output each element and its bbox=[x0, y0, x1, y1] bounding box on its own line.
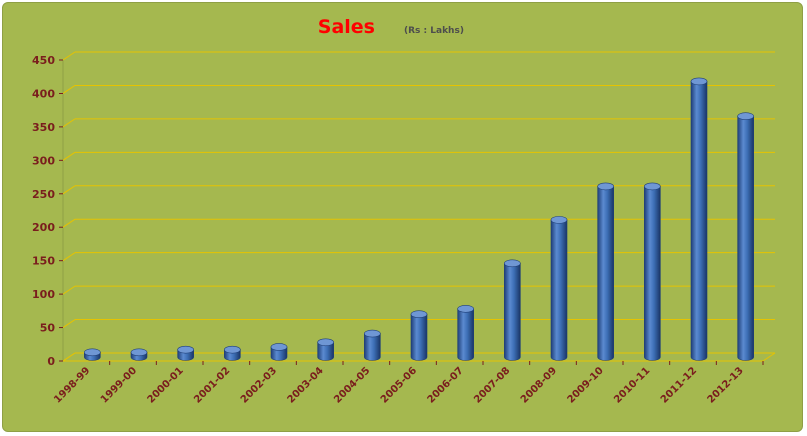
bar-body bbox=[737, 115, 754, 361]
x-tick-label: 2002-03 bbox=[239, 365, 279, 405]
bar-2000-01 bbox=[177, 345, 194, 361]
y-tick-label: 100 bbox=[32, 288, 55, 301]
x-tick-label: 2004-05 bbox=[332, 365, 372, 405]
bar-top bbox=[410, 310, 428, 318]
y-tick-label: 400 bbox=[32, 87, 55, 100]
bar-body bbox=[597, 186, 614, 361]
sales-bar-chart: Sales (Rs : Lakhs) 0 50 100 150 200 250 300 350… bbox=[32, 16, 776, 406]
y-tick-label: 250 bbox=[32, 188, 55, 201]
y-tick-label: 200 bbox=[32, 221, 55, 234]
bar-top bbox=[550, 216, 568, 224]
bar-2009-10 bbox=[597, 182, 614, 361]
gridline-side bbox=[62, 51, 76, 61]
bar-body bbox=[317, 341, 334, 361]
gridline-side bbox=[62, 151, 76, 161]
bar-top bbox=[644, 182, 661, 191]
bar-body bbox=[690, 81, 708, 361]
bar-top bbox=[130, 348, 148, 357]
bar-top bbox=[317, 338, 334, 347]
gridline-side bbox=[62, 352, 76, 362]
chart-title: Sales bbox=[318, 16, 375, 38]
y-tick-label: 300 bbox=[32, 154, 55, 167]
x-tick-label: 2003-04 bbox=[286, 365, 326, 405]
floor-right-edge bbox=[762, 352, 776, 362]
bar-body bbox=[410, 313, 428, 361]
gridline-side bbox=[62, 252, 76, 262]
bars bbox=[84, 77, 754, 361]
x-tick-label: 2005-06 bbox=[379, 365, 419, 405]
bar-body bbox=[550, 219, 568, 361]
bar-top bbox=[364, 329, 381, 338]
x-tick-label: 2012-13 bbox=[706, 365, 746, 405]
bar-top bbox=[84, 348, 101, 357]
x-tick-label: 2009-10 bbox=[566, 365, 606, 405]
bar-top bbox=[504, 259, 521, 268]
bar-top bbox=[177, 345, 194, 354]
bar-2002-03 bbox=[270, 343, 288, 361]
gridline-side bbox=[62, 319, 76, 328]
bar-2003-04 bbox=[317, 338, 334, 361]
x-tick-label: 1999-00 bbox=[99, 365, 139, 405]
chart-frame: Sales (Rs : Lakhs) 0 50 100 150 200 250 300 350… bbox=[2, 2, 803, 432]
bar-2010-11 bbox=[644, 182, 661, 361]
bar-2011-12 bbox=[690, 77, 708, 361]
bar-2008-09 bbox=[550, 216, 568, 361]
bar-2004-05 bbox=[364, 329, 381, 361]
bar-2005-06 bbox=[410, 310, 428, 361]
bar-1999-00 bbox=[130, 348, 148, 361]
bar-body bbox=[270, 346, 288, 361]
bar-body bbox=[364, 333, 381, 361]
x-tick-label: 2007-08 bbox=[472, 365, 512, 405]
bar-top bbox=[457, 305, 474, 313]
x-axis-ticks: 1998-99 1999-00 2000-01 2001-02 2002-03 2003-… bbox=[52, 361, 764, 406]
bar-2001-02 bbox=[224, 345, 241, 361]
bar-top bbox=[597, 182, 614, 191]
y-tick-label: 150 bbox=[32, 255, 55, 268]
x-tick-label: 2008-09 bbox=[519, 365, 559, 405]
x-tick-label: 2000-01 bbox=[146, 365, 186, 405]
bar-body bbox=[504, 263, 521, 361]
bar-1998-99 bbox=[84, 348, 101, 361]
bar-body bbox=[457, 308, 474, 361]
y-tick-label: 450 bbox=[32, 54, 55, 67]
y-axis-ticks: 0 50 100 150 200 250 300 350 400 450 bbox=[32, 54, 55, 368]
bar-top bbox=[690, 77, 708, 86]
gridline-side bbox=[62, 118, 76, 128]
bar-2007-08 bbox=[504, 259, 521, 361]
x-tick-label: 2001-02 bbox=[192, 365, 232, 405]
bar-top bbox=[737, 112, 754, 120]
x-tick-label: 2010-11 bbox=[612, 365, 652, 405]
y-tick-label: 0 bbox=[47, 355, 55, 368]
bar-2006-07 bbox=[457, 305, 474, 361]
y-tick-label: 50 bbox=[40, 322, 56, 335]
bar-body bbox=[644, 186, 661, 361]
x-tick-label: 2011-12 bbox=[659, 365, 699, 405]
bar-top bbox=[224, 345, 241, 354]
x-tick-label: 1998-99 bbox=[52, 365, 92, 405]
x-tick-label: 2006-07 bbox=[426, 365, 466, 405]
gridline-side bbox=[62, 185, 76, 195]
bar-2012-13 bbox=[737, 112, 754, 361]
gridline-side bbox=[62, 85, 76, 94]
bar-top bbox=[270, 343, 288, 351]
gridline-side bbox=[62, 218, 76, 228]
y-tick-label: 350 bbox=[32, 121, 55, 134]
gridline-side bbox=[62, 285, 76, 295]
chart-subtitle: (Rs : Lakhs) bbox=[404, 26, 464, 36]
